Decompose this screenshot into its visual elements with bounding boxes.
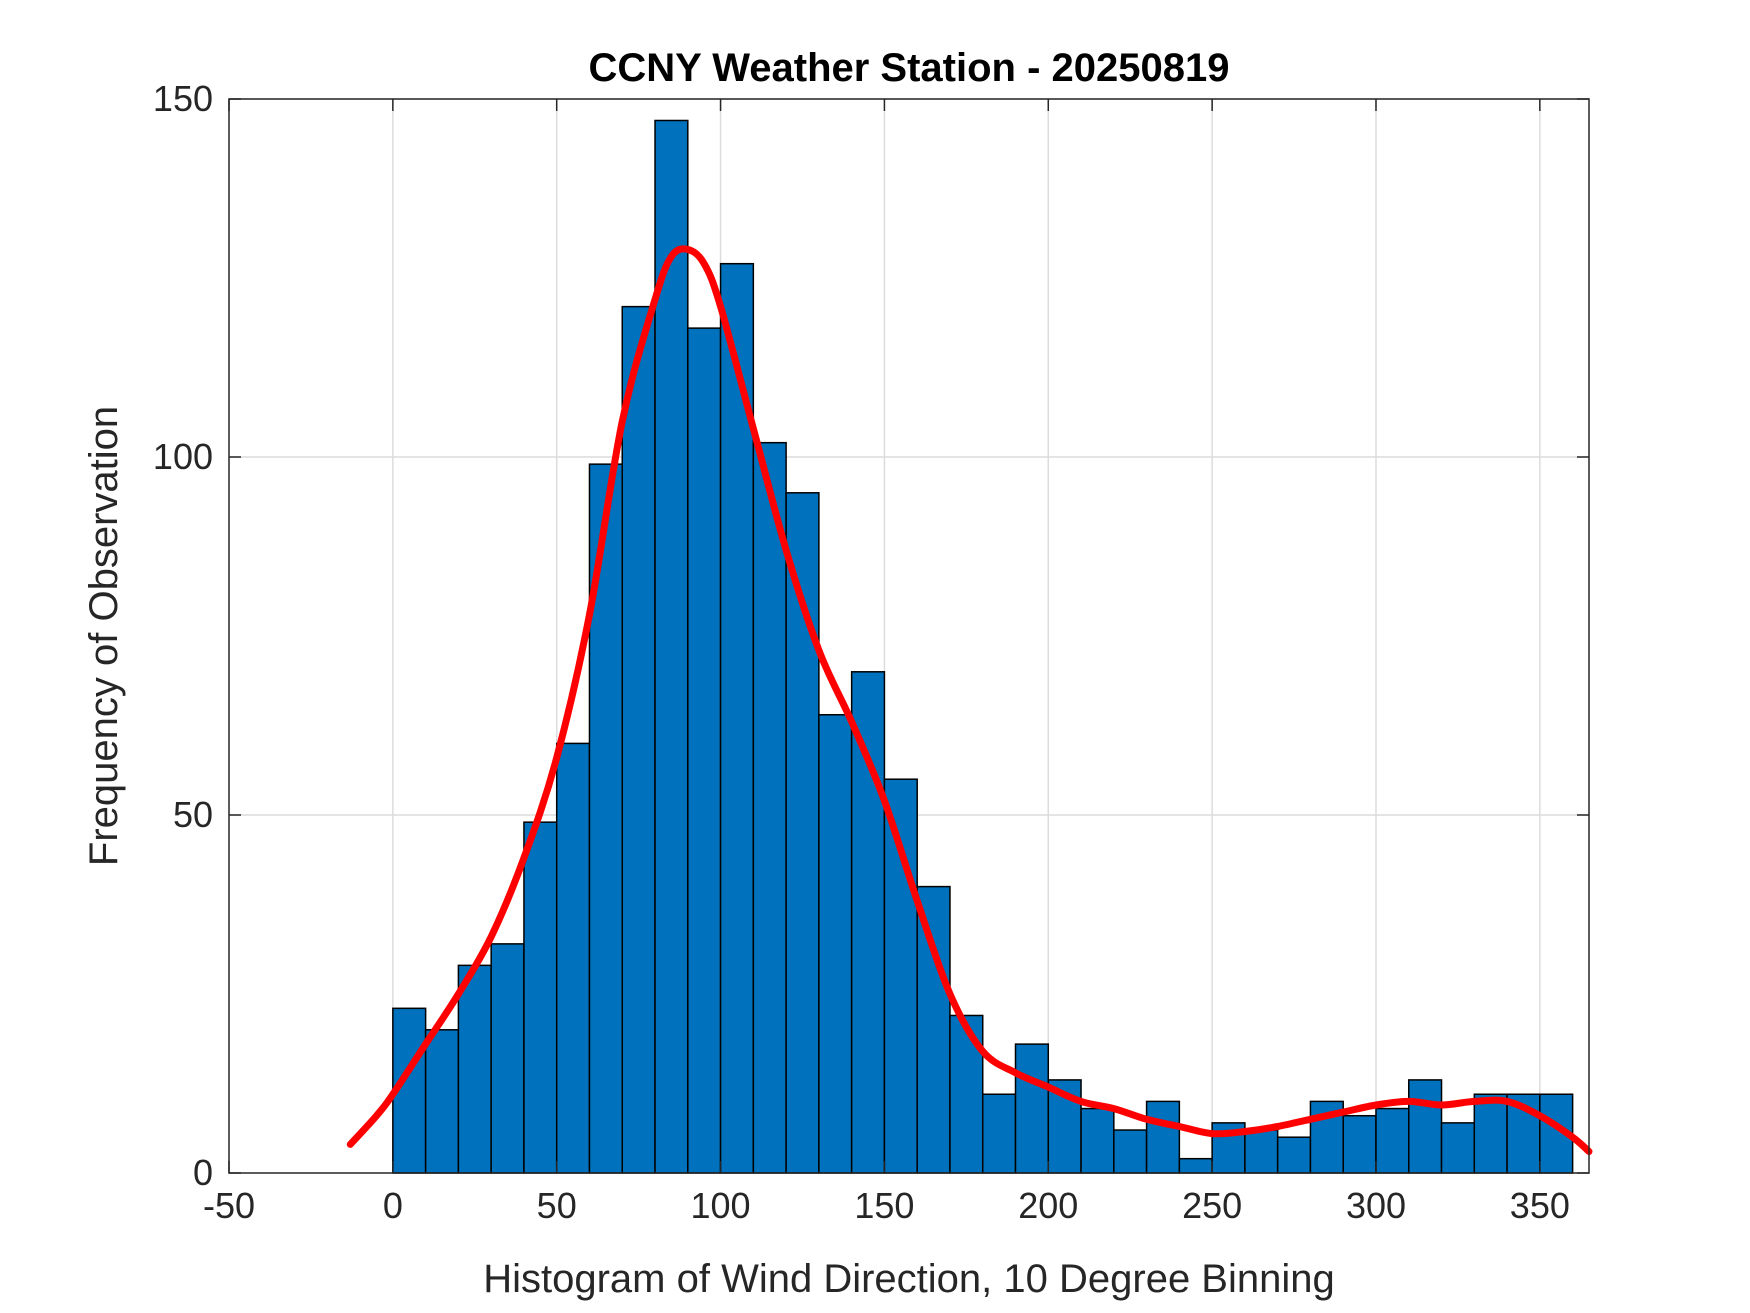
histogram-bar (818, 714, 853, 1174)
histogram-bar (1473, 1093, 1508, 1174)
y-tick-labels: 0 50 100 150 (153, 78, 213, 1193)
histogram-bar (1440, 1122, 1476, 1174)
x-tick-label: 150 (854, 1185, 914, 1226)
x-tick-label: 50 (537, 1185, 577, 1226)
y-tick-label: 100 (153, 436, 213, 477)
histogram-bar (1342, 1114, 1377, 1174)
x-tick-label: 350 (1510, 1185, 1570, 1226)
chart-title: CCNY Weather Station - 20250819 (589, 46, 1230, 90)
x-tick-label: 200 (1018, 1185, 1078, 1226)
histogram-bar (1047, 1079, 1082, 1174)
histogram-bar (1244, 1129, 1279, 1174)
fit-curve (346, 245, 1593, 1155)
x-axis-label: Histogram of Wind Direction, 10 Degree B… (483, 1257, 1335, 1301)
histogram-bar (1113, 1129, 1148, 1174)
x-tick-label: 300 (1346, 1185, 1406, 1226)
histogram-bar (457, 964, 492, 1174)
histogram-bar (621, 305, 656, 1174)
histogram-bar (523, 821, 558, 1174)
histogram-bar (850, 671, 886, 1174)
histogram-bar (916, 885, 951, 1174)
y-axis-label: Frequency of Observation (82, 406, 126, 866)
x-tick-labels: -50 0 50 100 150 200 250 300 350 (203, 1185, 1570, 1226)
histogram-bar (1375, 1107, 1410, 1174)
histogram-bar (490, 943, 525, 1174)
x-tick-label: 100 (691, 1185, 751, 1226)
histogram-bars (392, 119, 1574, 1174)
y-tick-label: 0 (193, 1152, 213, 1193)
x-tick-label: 250 (1182, 1185, 1242, 1226)
histogram-bar (1506, 1093, 1541, 1174)
histogram-bar (752, 441, 787, 1174)
histogram-bar (1178, 1157, 1213, 1174)
histogram-bar (883, 778, 918, 1174)
histogram-bar (1408, 1079, 1443, 1174)
histogram-bar (687, 327, 722, 1174)
axes-box (228, 98, 1590, 1174)
histogram-bar (1014, 1043, 1050, 1174)
y-tick-label: 50 (173, 794, 213, 835)
histogram-bar (1080, 1107, 1115, 1174)
histogram-bar (1276, 1136, 1312, 1174)
y-tick-label: 150 (153, 78, 213, 119)
histogram-bar (555, 742, 591, 1174)
histogram-bar (1145, 1100, 1181, 1174)
x-tick-label: 0 (383, 1185, 403, 1226)
histogram-bar (981, 1093, 1017, 1174)
axis-ticks (228, 98, 1589, 1174)
histogram-bar (424, 1029, 460, 1174)
x-tick-label: -50 (203, 1185, 255, 1226)
